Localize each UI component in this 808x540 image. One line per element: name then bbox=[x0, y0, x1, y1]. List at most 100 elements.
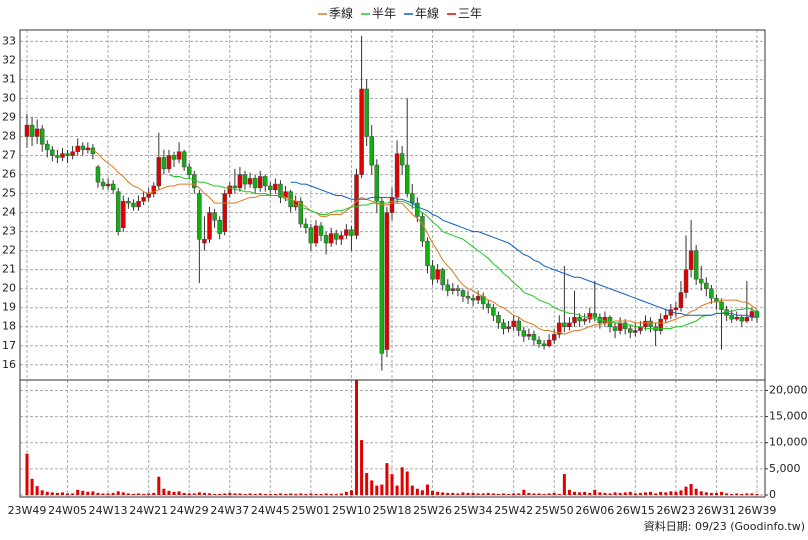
volume-bar bbox=[643, 492, 647, 495]
candle-body bbox=[333, 233, 339, 240]
x-tick-label: 24W45 bbox=[251, 504, 290, 517]
volume-bar bbox=[304, 493, 308, 495]
volume-bar bbox=[385, 463, 389, 495]
candle-body bbox=[95, 166, 101, 183]
y-tick-label: 16 bbox=[2, 358, 16, 371]
volume-bar bbox=[142, 493, 146, 495]
volume-bar bbox=[208, 493, 211, 495]
candle-body bbox=[729, 315, 734, 320]
volume-bar bbox=[502, 493, 506, 495]
candle-body bbox=[29, 124, 35, 137]
volume-bar bbox=[35, 486, 39, 495]
volume-bar bbox=[380, 484, 384, 495]
candle-body bbox=[105, 183, 111, 187]
volume-bar bbox=[248, 493, 252, 495]
volume-bar bbox=[238, 493, 242, 495]
candle-body bbox=[75, 145, 80, 152]
candle-body bbox=[242, 174, 248, 185]
candle-body bbox=[207, 212, 212, 240]
candle-body bbox=[582, 318, 587, 322]
x-tick-label: 25W34 bbox=[454, 504, 493, 517]
candle-body bbox=[450, 288, 456, 291]
volume-bar bbox=[720, 491, 724, 495]
source-note: 資料日期: 09/23 (Goodinfo.tw) bbox=[644, 519, 805, 533]
candle-body bbox=[344, 229, 349, 236]
volume-bar bbox=[451, 492, 455, 495]
volume-bar bbox=[562, 474, 566, 495]
volume-bar bbox=[730, 493, 734, 495]
candle-body bbox=[394, 153, 400, 198]
candle-body bbox=[521, 330, 527, 337]
volume-bar bbox=[152, 492, 156, 495]
candle-body bbox=[541, 343, 547, 347]
candle-body bbox=[237, 174, 243, 189]
candle-body bbox=[511, 320, 516, 327]
volume-bar bbox=[111, 492, 115, 495]
volume-bar bbox=[745, 493, 749, 495]
y-tick-label: 22 bbox=[2, 244, 16, 257]
candle-body bbox=[60, 153, 65, 158]
volume-bar bbox=[517, 493, 521, 495]
volume-bar bbox=[278, 493, 282, 495]
candle-body bbox=[698, 278, 704, 284]
candle-body bbox=[146, 193, 151, 198]
volume-bar bbox=[654, 493, 658, 495]
volume-bar bbox=[45, 491, 49, 495]
volume-bar bbox=[202, 492, 206, 495]
candle-body bbox=[308, 227, 314, 244]
volume-bar bbox=[76, 489, 80, 495]
candle-body bbox=[572, 316, 577, 324]
volume-bar bbox=[709, 492, 713, 495]
x-tick-label: 26W39 bbox=[738, 504, 777, 517]
volume-bar bbox=[704, 492, 708, 495]
candle-body bbox=[734, 316, 739, 320]
volume-bar bbox=[147, 493, 151, 495]
volume-bar bbox=[60, 492, 64, 495]
volume-bar bbox=[486, 492, 490, 495]
candle-body bbox=[704, 282, 709, 289]
volume-bar bbox=[365, 473, 369, 495]
candle-body bbox=[379, 200, 385, 354]
candle-body bbox=[268, 185, 273, 191]
x-tick-label: 24W29 bbox=[170, 504, 209, 517]
candle-body bbox=[587, 313, 592, 320]
candle-body bbox=[622, 322, 628, 329]
volume-bar bbox=[456, 493, 460, 495]
candle-body bbox=[465, 296, 471, 299]
volume-bar bbox=[714, 492, 718, 495]
volume-bar bbox=[223, 493, 227, 495]
x-tick-label: 26W15 bbox=[616, 504, 655, 517]
x-tick-label: 26W06 bbox=[575, 504, 614, 517]
grid bbox=[20, 30, 765, 497]
candle-body bbox=[633, 330, 638, 333]
volume-bar bbox=[324, 493, 328, 495]
y-tick-label: 24 bbox=[2, 206, 16, 219]
volume-bar bbox=[400, 467, 404, 495]
marks bbox=[24, 35, 760, 495]
y-tick-label: 23 bbox=[2, 225, 16, 238]
candle-body bbox=[186, 166, 192, 175]
volume-bar bbox=[263, 493, 267, 495]
candle-body bbox=[65, 153, 70, 156]
legend-label: 季線 bbox=[329, 6, 353, 21]
y-tick-label: 31 bbox=[2, 72, 16, 85]
volume-bar bbox=[674, 491, 678, 495]
candle-body bbox=[222, 193, 227, 232]
volume-frame bbox=[19, 379, 766, 498]
volume-bar bbox=[603, 492, 607, 495]
volume-bar bbox=[233, 493, 237, 495]
volume-bar bbox=[228, 492, 232, 495]
candle-body bbox=[369, 136, 374, 166]
candle-body bbox=[754, 311, 760, 318]
legend-label: 三年 bbox=[458, 7, 482, 21]
volume-bar bbox=[370, 480, 374, 495]
candle-body bbox=[567, 322, 572, 327]
candle-body bbox=[349, 229, 354, 236]
candle-body bbox=[110, 183, 116, 191]
x-tick-label: 25W42 bbox=[494, 504, 533, 517]
volume-bar bbox=[593, 489, 597, 495]
volume-bar bbox=[309, 493, 313, 495]
candle-body bbox=[181, 151, 187, 168]
volume-bar bbox=[390, 474, 394, 495]
